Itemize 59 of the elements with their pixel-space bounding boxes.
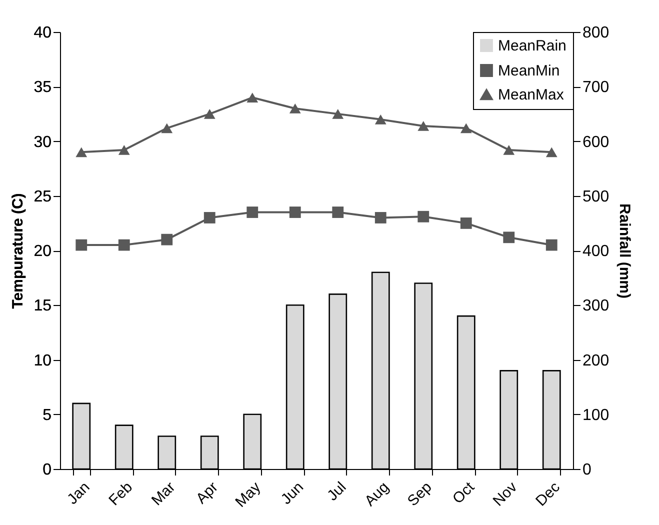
legend-label: MeanMin [498,62,560,80]
point [118,239,130,251]
y2-tick-label: 400 [582,243,610,260]
point [161,234,173,246]
point [503,232,515,244]
point [76,239,88,251]
x-tick-label: Jan [64,478,94,508]
y-tick-label: 5 [42,406,52,424]
point [289,206,301,218]
point [246,92,258,102]
point [332,206,344,218]
y2-tick-label: 500 [582,188,610,206]
point [546,239,558,251]
legend-label: MeanRain [498,38,566,54]
x-tick-label: Nov [490,478,522,510]
x-tick-label: Apr [192,478,222,508]
point [418,121,430,131]
x-tick-label: Dec [532,478,564,510]
x-tick-label: Aug [362,478,392,510]
point [76,147,88,158]
y-tick-label: 20 [34,243,52,260]
point [118,145,130,155]
y-tick-label: 35 [34,79,52,96]
point [460,217,472,229]
point [374,212,386,224]
y-tick-label: 10 [34,352,52,370]
legend-label: MeanMax [498,86,564,104]
y2-axis-title: Rainfall (mm) [616,203,634,299]
x-tick-label: Sep [404,478,436,510]
y2-tick-label: 100 [582,406,610,424]
point [503,145,515,155]
x-tick-label: Jun [278,478,307,508]
y-axis-title: Tempurature (C) [10,193,27,309]
y-tick-label: 40 [34,24,52,42]
point [289,104,301,114]
x-tick-label: Feb [106,478,136,510]
x-tick-label: Oct [449,478,479,508]
x-tick-label: May [232,478,265,511]
point [374,114,386,124]
x-tick-label: Jul [324,478,350,504]
x-tick-label: Mar [148,478,179,510]
point [161,123,173,134]
point [460,123,472,134]
y-tick-label: 30 [34,134,52,151]
y2-tick-label: 700 [582,79,610,96]
y-tick-label: 25 [34,188,52,206]
y2-tick-label: 600 [582,134,610,151]
y2-tick-label: 800 [582,24,610,42]
point [546,147,558,158]
y2-tick-label: 300 [582,298,610,315]
y-tick-label: 15 [34,298,52,315]
y-tick-label: 0 [42,462,52,478]
point [332,109,344,119]
y2-tick-label: 0 [582,462,592,478]
y2-tick-label: 200 [582,352,610,370]
point [204,109,216,119]
point [418,210,430,222]
point [246,206,258,218]
point [204,212,216,224]
